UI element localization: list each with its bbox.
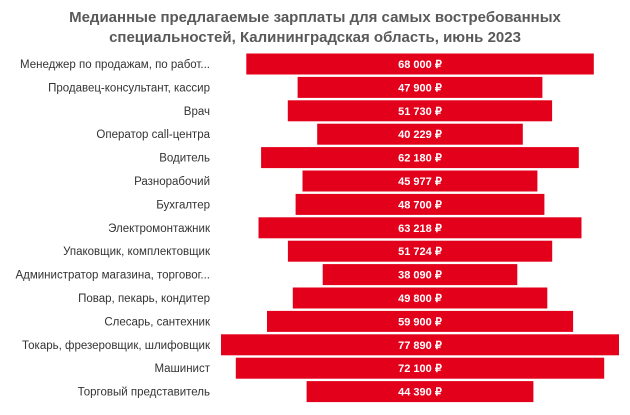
bar-8 bbox=[258, 217, 582, 239]
category-label-14: Машинист bbox=[154, 363, 210, 375]
value-label-9: 51 724 ₽ bbox=[398, 246, 442, 258]
bar-10 bbox=[322, 264, 518, 286]
value-label-12: 59 900 ₽ bbox=[398, 316, 442, 328]
category-label-7: Бухгалтер bbox=[156, 199, 210, 211]
value-label-14: 72 100 ₽ bbox=[398, 363, 442, 375]
value-label-2: 47 900 ₽ bbox=[398, 82, 442, 94]
value-label-4: 40 229 ₽ bbox=[398, 129, 442, 141]
value-label-10: 38 090 ₽ bbox=[398, 270, 442, 282]
bar-14 bbox=[235, 357, 605, 379]
category-label-3: Врач bbox=[184, 106, 210, 118]
bar-6 bbox=[302, 170, 538, 192]
bar-11 bbox=[292, 287, 548, 309]
bar-13 bbox=[221, 334, 619, 356]
bar-3 bbox=[287, 100, 553, 122]
chart-title-line-2: специальностей, Калининградская область,… bbox=[109, 29, 521, 46]
chart-title: Медианные предлагаемые зарплаты для самы… bbox=[0, 8, 630, 48]
category-label-2: Продавец-консультант, кассир bbox=[48, 82, 210, 94]
value-label-15: 44 390 ₽ bbox=[398, 387, 442, 399]
value-label-5: 62 180 ₽ bbox=[398, 153, 442, 165]
value-label-3: 51 730 ₽ bbox=[398, 106, 442, 118]
category-label-6: Разнорабочий bbox=[134, 176, 210, 188]
bar-5 bbox=[261, 147, 579, 169]
value-label-1: 68 000 ₽ bbox=[398, 59, 442, 71]
category-label-13: Токарь, фрезеровщик, шлифовщик bbox=[22, 340, 211, 352]
value-label-13: 77 890 ₽ bbox=[398, 340, 442, 352]
category-label-1: Менеджер по продажам, по работ... bbox=[20, 59, 210, 71]
category-label-11: Повар, пекарь, кондитер bbox=[78, 293, 210, 305]
category-label-5: Водитель bbox=[159, 153, 210, 165]
category-label-15: Торговый представитель bbox=[78, 387, 210, 399]
bar-2 bbox=[297, 76, 543, 98]
bar-9 bbox=[287, 240, 553, 262]
value-label-7: 48 700 ₽ bbox=[398, 199, 442, 211]
value-label-8: 63 218 ₽ bbox=[398, 223, 442, 235]
category-label-9: Упаковщик, комплектовщик bbox=[63, 246, 211, 258]
category-label-12: Слесарь, сантехник bbox=[104, 316, 211, 328]
bar-4 bbox=[317, 123, 523, 145]
value-label-11: 49 800 ₽ bbox=[398, 293, 442, 305]
chart-title-line-1: Медианные предлагаемые зарплаты для самы… bbox=[69, 9, 561, 26]
category-label-4: Оператор call-центра bbox=[96, 129, 210, 141]
bar-7 bbox=[295, 193, 545, 215]
bar-12 bbox=[267, 310, 574, 332]
bar-15 bbox=[306, 381, 534, 403]
category-label-8: Электромонтажник bbox=[108, 223, 211, 235]
bar-1 bbox=[246, 53, 594, 75]
value-label-6: 45 977 ₽ bbox=[398, 176, 442, 188]
category-label-10: Администратор магазина, торговог... bbox=[15, 270, 210, 282]
